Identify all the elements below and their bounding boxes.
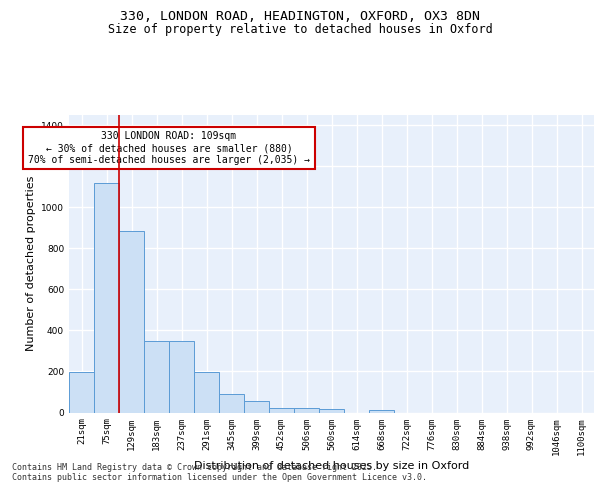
- Text: 330 LONDON ROAD: 109sqm
← 30% of detached houses are smaller (880)
70% of semi-d: 330 LONDON ROAD: 109sqm ← 30% of detache…: [28, 132, 310, 164]
- Bar: [219, 394, 244, 412]
- Bar: [169, 340, 194, 412]
- Bar: [294, 408, 319, 412]
- Bar: [119, 231, 144, 412]
- Y-axis label: Number of detached properties: Number of detached properties: [26, 176, 35, 352]
- Text: Size of property relative to detached houses in Oxford: Size of property relative to detached ho…: [107, 22, 493, 36]
- Bar: [369, 410, 394, 412]
- Bar: [194, 372, 219, 412]
- Text: Contains HM Land Registry data © Crown copyright and database right 2025.
Contai: Contains HM Land Registry data © Crown c…: [12, 462, 427, 482]
- X-axis label: Distribution of detached houses by size in Oxford: Distribution of detached houses by size …: [194, 460, 469, 470]
- Text: 330, LONDON ROAD, HEADINGTON, OXFORD, OX3 8DN: 330, LONDON ROAD, HEADINGTON, OXFORD, OX…: [120, 10, 480, 23]
- Bar: [269, 408, 294, 412]
- Bar: [144, 340, 169, 412]
- Bar: [69, 372, 94, 412]
- Bar: [244, 401, 269, 412]
- Bar: [319, 410, 344, 412]
- Bar: [94, 182, 119, 412]
